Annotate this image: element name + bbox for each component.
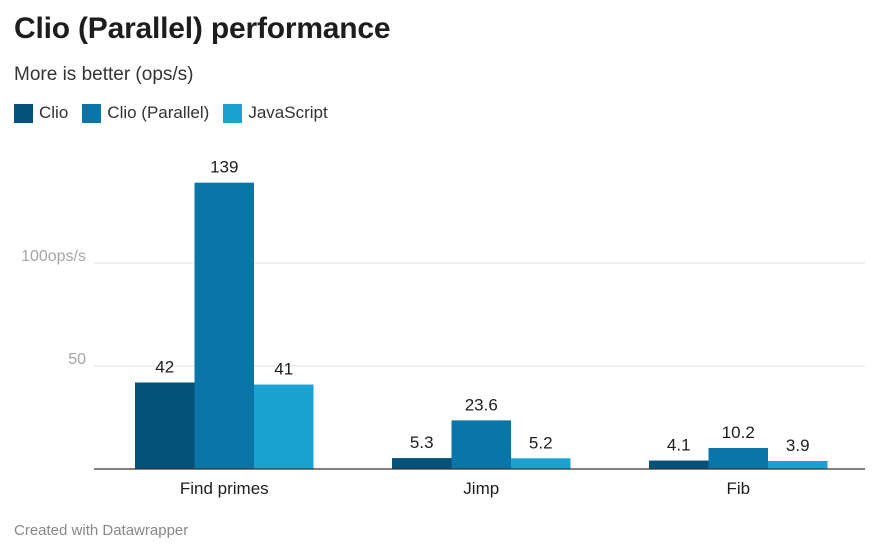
data-label-find-primes-javascript: 41 (274, 360, 293, 379)
data-label-fib-clio-parallel: 10.2 (722, 423, 755, 442)
legend-label-clio-parallel: Clio (Parallel) (107, 103, 210, 122)
data-label-find-primes-clio: 42 (155, 357, 174, 376)
bar-fib-clio (649, 460, 709, 469)
data-label-fib-javascript: 3.9 (786, 436, 810, 455)
data-label-jimp-javascript: 5.2 (529, 433, 553, 452)
x-tick-label-jimp: Jimp (463, 479, 499, 498)
data-label-jimp-clio: 5.3 (410, 433, 434, 452)
bar-find-primes-clio (135, 382, 195, 469)
bar-fib-javascript (768, 460, 828, 469)
legend-item-javascript: JavaScript (223, 103, 328, 123)
legend-swatch-clio (14, 103, 33, 123)
legend-item-clio-parallel: Clio (Parallel) (82, 103, 209, 123)
bar-fib-clio-parallel (708, 447, 768, 469)
legend-label-clio: Clio (39, 103, 69, 122)
data-label-find-primes-clio-parallel: 139 (210, 158, 238, 177)
chart-legend: Clio Clio (Parallel) JavaScript (14, 103, 328, 123)
y-tick-label-100ops-s: 100ops/s (21, 248, 86, 265)
footer-credit: Created with Datawrapper (14, 522, 189, 539)
x-tick-label-find-primes: Find primes (180, 479, 269, 498)
y-tick-label-50: 50 (68, 351, 86, 368)
bar-find-primes-javascript (254, 384, 314, 469)
chart-subtitle: More is better (ops/s) (14, 64, 194, 85)
bar-jimp-javascript (511, 458, 571, 469)
legend-label-javascript: JavaScript (248, 103, 328, 122)
x-tick-label-fib: Fib (726, 479, 750, 498)
chart-title: Clio (Parallel) performance (14, 12, 391, 45)
bar-jimp-clio (392, 458, 452, 469)
data-label-fib-clio: 4.1 (667, 436, 691, 455)
bar-find-primes-clio-parallel (194, 182, 254, 469)
legend-swatch-clio-parallel (82, 103, 102, 123)
legend-swatch-javascript (223, 103, 243, 123)
bar-jimp-clio-parallel (451, 420, 511, 469)
data-label-jimp-clio-parallel: 23.6 (465, 395, 498, 414)
legend-item-clio: Clio (14, 103, 68, 123)
